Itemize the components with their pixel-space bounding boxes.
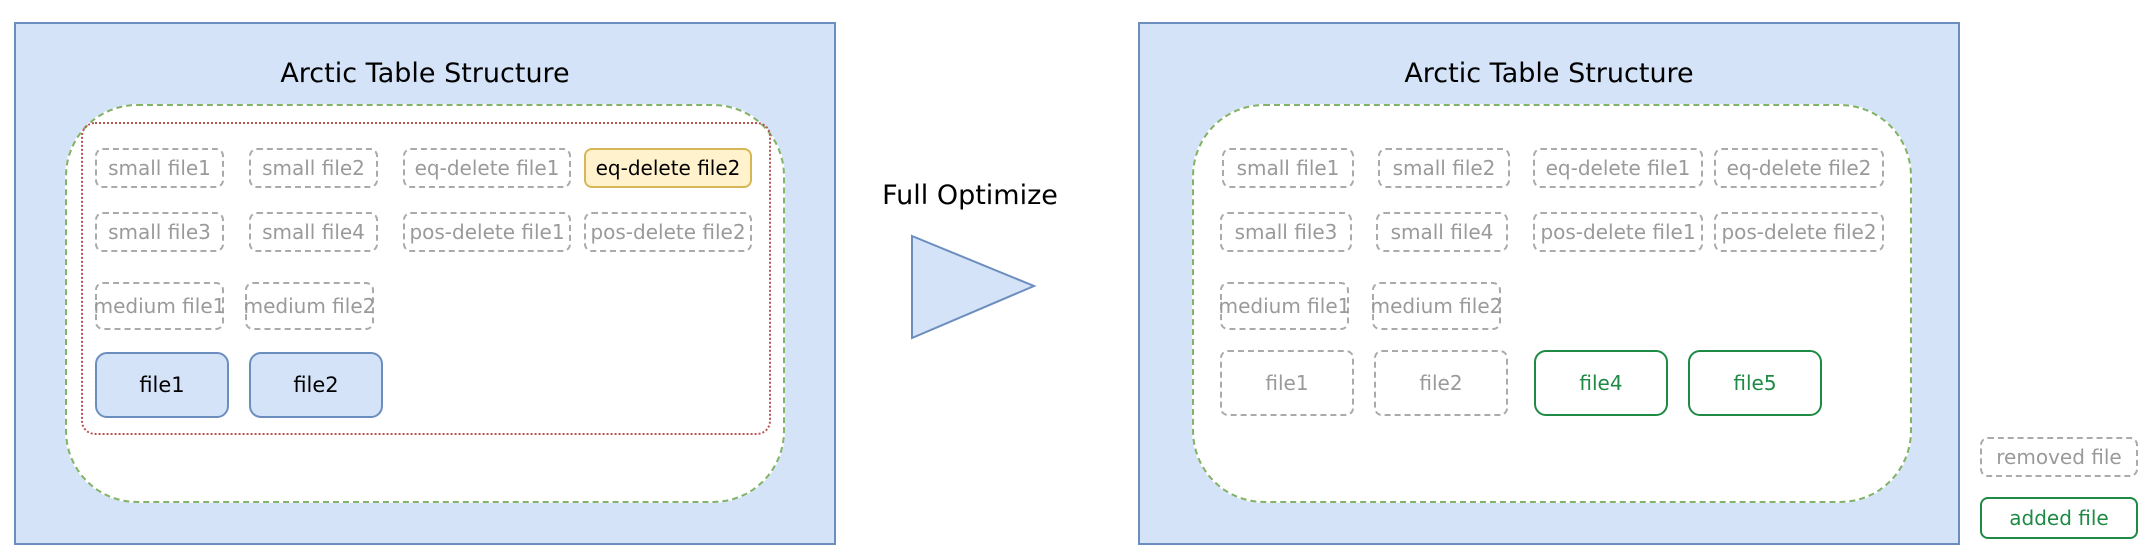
eq-delete-file-2: eq-delete file2 bbox=[584, 148, 752, 188]
pos-delete-file-1: pos-delete file1 bbox=[403, 212, 571, 252]
small-file-1: small file1 bbox=[95, 148, 224, 188]
eq-delete-file-1: eq-delete file1 bbox=[403, 148, 571, 188]
small-file-3-removed: small file3 bbox=[1220, 212, 1352, 252]
base-file-1: file1 bbox=[95, 352, 229, 418]
eq-delete-file-2-removed: eq-delete file2 bbox=[1714, 148, 1884, 188]
left-table-group: small file1 small file2 eq-delete file1 … bbox=[65, 104, 785, 503]
right-table-panel: Arctic Table Structure small file1 small… bbox=[1138, 22, 1960, 545]
legend-removed-file: removed file bbox=[1980, 437, 2138, 477]
pos-delete-file-1-removed: pos-delete file1 bbox=[1533, 212, 1703, 252]
right-panel-title: Arctic Table Structure bbox=[1404, 58, 1694, 89]
base-file-1-removed: file1 bbox=[1220, 350, 1354, 416]
small-file-2: small file2 bbox=[249, 148, 378, 188]
eq-delete-file-1-removed: eq-delete file1 bbox=[1533, 148, 1703, 188]
medium-file-2-removed: medium file2 bbox=[1371, 282, 1502, 330]
left-table-panel: Arctic Table Structure small file1 small… bbox=[14, 22, 836, 545]
pos-delete-file-2-removed: pos-delete file2 bbox=[1714, 212, 1884, 252]
medium-file-1-removed: medium file1 bbox=[1219, 282, 1350, 330]
full-optimize-label: Full Optimize bbox=[882, 180, 1058, 211]
added-file-5: file5 bbox=[1688, 350, 1822, 416]
medium-file-2: medium file2 bbox=[244, 282, 375, 330]
added-file-4: file4 bbox=[1534, 350, 1668, 416]
base-file-2: file2 bbox=[249, 352, 383, 418]
base-file-2-removed: file2 bbox=[1374, 350, 1508, 416]
medium-file-1: medium file1 bbox=[94, 282, 225, 330]
small-file-4: small file4 bbox=[249, 212, 378, 252]
small-file-4-removed: small file4 bbox=[1376, 212, 1508, 252]
pos-delete-file-2: pos-delete file2 bbox=[584, 212, 752, 252]
right-table-group: small file1 small file2 eq-delete file1 … bbox=[1192, 104, 1912, 503]
small-file-3: small file3 bbox=[95, 212, 224, 252]
small-file-1-removed: small file1 bbox=[1222, 148, 1354, 188]
left-panel-title: Arctic Table Structure bbox=[280, 58, 570, 89]
legend-added-file: added file bbox=[1980, 497, 2138, 539]
small-file-2-removed: small file2 bbox=[1378, 148, 1510, 188]
left-optimize-scope: small file1 small file2 eq-delete file1 … bbox=[81, 122, 771, 435]
play-arrow-icon bbox=[911, 234, 1037, 340]
